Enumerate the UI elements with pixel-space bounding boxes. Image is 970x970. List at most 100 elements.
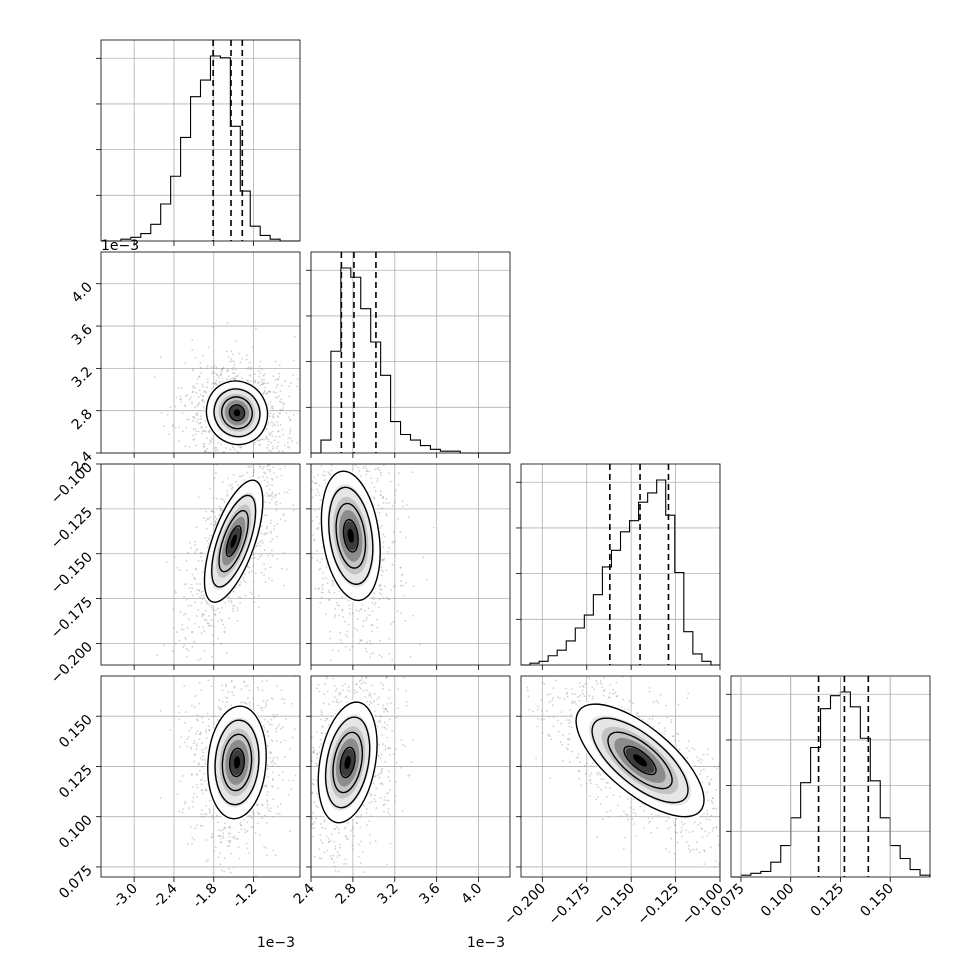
sample-point bbox=[388, 697, 391, 700]
sample-point bbox=[229, 827, 232, 829]
sample-point bbox=[325, 410, 327, 412]
sample-point bbox=[201, 824, 204, 827]
sample-point bbox=[181, 430, 184, 433]
sample-point bbox=[194, 427, 197, 430]
sample-point bbox=[263, 471, 266, 474]
sample-point bbox=[344, 633, 347, 636]
sample-point bbox=[351, 645, 354, 648]
sample-point bbox=[349, 660, 351, 662]
sample-point bbox=[250, 816, 253, 819]
sample-point bbox=[283, 551, 286, 554]
sample-point bbox=[239, 581, 242, 584]
sample-point bbox=[359, 687, 362, 690]
sample-point bbox=[371, 610, 374, 613]
sample-point bbox=[320, 738, 323, 741]
sample-point bbox=[319, 499, 322, 502]
sample-point bbox=[192, 742, 195, 745]
sample-point bbox=[263, 378, 265, 381]
sample-point bbox=[291, 777, 293, 779]
sample-point bbox=[265, 447, 268, 449]
contour-line bbox=[320, 470, 381, 602]
sample-point bbox=[315, 515, 318, 518]
sample-point bbox=[362, 619, 365, 622]
sample-point bbox=[228, 844, 231, 847]
sample-point bbox=[311, 817, 313, 819]
sample-point bbox=[274, 396, 277, 399]
sample-point bbox=[212, 370, 215, 373]
sample-point bbox=[207, 615, 210, 617]
sample-point bbox=[308, 489, 310, 491]
sample-point bbox=[384, 745, 387, 748]
sample-point bbox=[259, 466, 262, 469]
sample-point bbox=[181, 774, 184, 777]
sample-point bbox=[314, 437, 316, 439]
sample-point bbox=[190, 583, 193, 586]
sample-point bbox=[275, 812, 278, 815]
sample-point bbox=[379, 584, 382, 587]
sample-point bbox=[319, 567, 322, 570]
sample-point bbox=[376, 626, 378, 629]
sample-point bbox=[265, 435, 268, 438]
sample-point bbox=[346, 630, 349, 633]
sample-point bbox=[294, 774, 297, 777]
sample-point bbox=[186, 394, 189, 396]
sample-point bbox=[362, 681, 365, 684]
sample-point bbox=[248, 815, 251, 817]
sample-point bbox=[240, 377, 243, 379]
sample-point bbox=[294, 796, 296, 798]
sample-point bbox=[323, 851, 326, 854]
sample-point bbox=[267, 744, 269, 747]
sample-point bbox=[301, 541, 303, 543]
sample-point bbox=[271, 491, 274, 494]
sample-point bbox=[325, 717, 328, 720]
sample-point bbox=[258, 444, 261, 446]
sample-point bbox=[670, 718, 673, 721]
sample-point bbox=[317, 440, 319, 442]
sample-point bbox=[191, 400, 193, 403]
sample-point bbox=[325, 577, 327, 580]
sample-point bbox=[317, 438, 319, 440]
sample-point bbox=[368, 692, 371, 695]
sample-point bbox=[331, 584, 334, 587]
sample-point bbox=[647, 817, 650, 819]
sample-point bbox=[275, 447, 278, 449]
sample-point bbox=[365, 811, 368, 814]
sample-point bbox=[231, 353, 234, 356]
sample-point bbox=[316, 752, 319, 755]
sample-point bbox=[192, 796, 195, 799]
contour-line bbox=[214, 719, 260, 806]
sample-point bbox=[383, 799, 386, 801]
sample-point bbox=[382, 533, 385, 536]
sample-point bbox=[195, 783, 198, 786]
sample-point bbox=[254, 572, 257, 575]
sample-point bbox=[187, 604, 190, 607]
sample-point bbox=[348, 604, 351, 607]
sample-point bbox=[324, 431, 326, 433]
sample-point bbox=[312, 778, 315, 781]
sample-point bbox=[385, 709, 388, 712]
sample-point bbox=[232, 605, 235, 607]
sample-point bbox=[233, 372, 236, 375]
sample-point bbox=[346, 689, 349, 692]
sample-point bbox=[214, 516, 217, 518]
sample-point bbox=[201, 395, 204, 398]
y-tick-label: −0.150 bbox=[48, 549, 96, 597]
sample-point bbox=[254, 545, 257, 548]
sample-point bbox=[380, 593, 383, 596]
sample-point bbox=[350, 380, 352, 382]
sample-point bbox=[223, 822, 226, 825]
sample-point bbox=[227, 477, 229, 480]
sample-point bbox=[259, 372, 262, 375]
sample-point bbox=[313, 826, 316, 829]
sample-point bbox=[272, 466, 275, 468]
sample-point bbox=[197, 430, 200, 433]
sample-point bbox=[199, 583, 201, 585]
sample-point bbox=[267, 382, 269, 385]
sample-point bbox=[207, 718, 210, 721]
sample-point bbox=[248, 571, 251, 574]
sample-point bbox=[203, 429, 205, 432]
sample-point bbox=[196, 672, 198, 674]
sample-point bbox=[392, 531, 395, 534]
sample-point bbox=[395, 748, 398, 750]
sample-point bbox=[308, 573, 310, 575]
